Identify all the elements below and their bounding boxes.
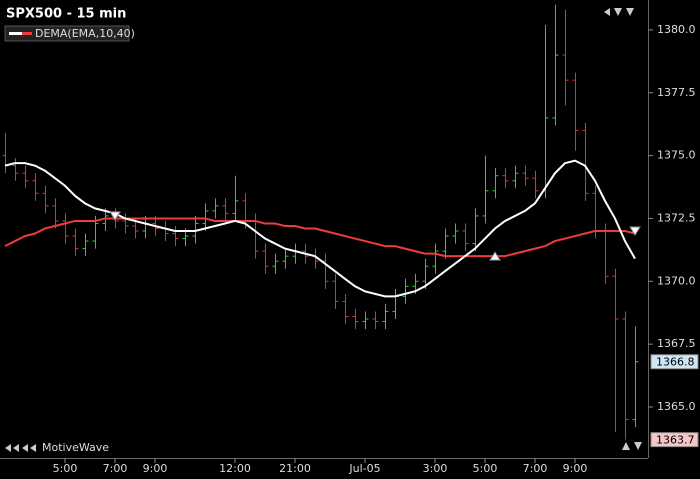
y-tick-label: 1377.5 [657, 86, 696, 99]
price-label: 1366.8 [656, 356, 695, 369]
x-tick-label: 5:00 [473, 462, 498, 475]
x-tick-label: 12:00 [219, 462, 251, 475]
x-tick-label: 21:00 [279, 462, 311, 475]
y-tick-label: 1380.0 [657, 23, 696, 36]
bottom-arrows[interactable] [622, 442, 642, 450]
signal-marker [489, 251, 501, 261]
chart-title: SPX500 - 15 min [6, 7, 126, 22]
legend-label: DEMA(EMA,10,40) [35, 27, 135, 40]
y-tick-label: 1365.0 [657, 400, 696, 413]
price-label: 1363.7 [656, 434, 695, 447]
price-box [650, 354, 699, 370]
x-tick-label: 9:00 [143, 462, 168, 475]
watermark: MotiveWave [42, 441, 109, 454]
nav-arrows[interactable] [5, 8, 642, 452]
x-tick-label: 9:00 [563, 462, 588, 475]
legend-box [4, 25, 130, 42]
x-tick-label: 7:00 [523, 462, 548, 475]
signal-marker [629, 226, 641, 236]
price-box [650, 432, 699, 448]
y-tick-label: 1372.5 [657, 211, 696, 224]
indicator-line [4, 217, 636, 258]
y-tick-label: 1375.0 [657, 149, 696, 162]
x-tick-label: Jul-05 [348, 462, 380, 475]
top-arrows[interactable] [604, 8, 634, 16]
y-tick-label: 1367.5 [657, 337, 696, 350]
x-tick-label: 7:00 [103, 462, 128, 475]
x-tick-label: 3:00 [423, 462, 448, 475]
y-tick-label: 1370.0 [657, 274, 696, 287]
signal-marker [109, 211, 121, 221]
x-tick-label: 5:00 [53, 462, 78, 475]
